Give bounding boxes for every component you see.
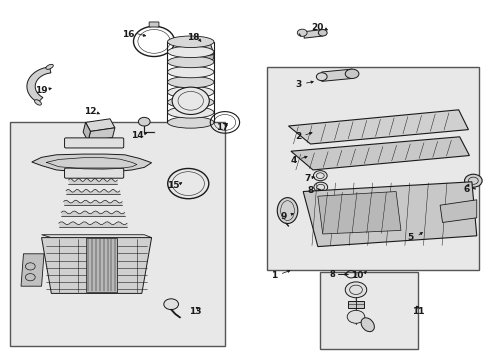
Text: 14: 14 [130, 131, 143, 140]
Polygon shape [83, 122, 90, 141]
Polygon shape [21, 254, 44, 286]
FancyBboxPatch shape [64, 168, 123, 178]
Text: 19: 19 [35, 86, 48, 95]
Circle shape [163, 299, 178, 310]
Polygon shape [190, 43, 214, 57]
Text: 2: 2 [295, 132, 301, 141]
Circle shape [172, 87, 209, 114]
FancyBboxPatch shape [149, 22, 159, 27]
Ellipse shape [167, 117, 214, 128]
Polygon shape [303, 182, 476, 247]
Ellipse shape [167, 36, 214, 48]
Bar [266, 67, 478, 270]
Ellipse shape [316, 73, 326, 81]
Ellipse shape [318, 30, 326, 36]
Circle shape [138, 117, 150, 126]
Text: 20: 20 [311, 23, 324, 32]
Polygon shape [88, 128, 115, 141]
Polygon shape [321, 69, 351, 81]
Ellipse shape [167, 107, 214, 118]
Text: 5: 5 [407, 233, 413, 242]
Ellipse shape [167, 96, 214, 108]
Ellipse shape [167, 86, 214, 98]
Polygon shape [32, 154, 151, 172]
Circle shape [345, 282, 366, 298]
Polygon shape [304, 30, 322, 38]
Text: 1: 1 [270, 271, 276, 280]
Polygon shape [41, 238, 151, 293]
Bar [320, 272, 417, 349]
Polygon shape [288, 110, 468, 144]
Polygon shape [347, 301, 363, 308]
Ellipse shape [167, 66, 214, 78]
Polygon shape [85, 119, 115, 131]
Text: 8: 8 [307, 186, 313, 195]
Ellipse shape [35, 100, 41, 105]
Text: 15: 15 [167, 181, 180, 190]
Ellipse shape [167, 56, 214, 68]
Polygon shape [41, 235, 151, 238]
Polygon shape [439, 200, 476, 222]
Ellipse shape [277, 198, 297, 224]
Text: 8: 8 [329, 270, 335, 279]
Circle shape [297, 29, 306, 36]
Text: 9: 9 [280, 212, 286, 220]
Polygon shape [27, 67, 51, 102]
Text: 13: 13 [189, 307, 202, 316]
Polygon shape [193, 55, 214, 61]
FancyBboxPatch shape [64, 138, 123, 148]
Polygon shape [290, 137, 468, 170]
Polygon shape [85, 238, 117, 292]
Text: 16: 16 [122, 30, 135, 39]
Text: 12: 12 [84, 107, 97, 116]
Circle shape [464, 174, 481, 187]
Text: 17: 17 [216, 123, 228, 132]
Text: 7: 7 [303, 174, 310, 183]
Ellipse shape [167, 46, 214, 58]
Text: 6: 6 [463, 185, 469, 194]
Text: 10: 10 [350, 271, 363, 280]
Circle shape [313, 182, 327, 192]
Ellipse shape [167, 76, 214, 88]
Circle shape [313, 171, 326, 181]
Text: 11: 11 [411, 307, 424, 316]
Polygon shape [317, 192, 400, 234]
Text: 3: 3 [295, 80, 301, 89]
Ellipse shape [360, 318, 374, 332]
Circle shape [346, 310, 364, 323]
Ellipse shape [46, 64, 53, 69]
Text: 4: 4 [289, 156, 296, 165]
Bar [10, 122, 224, 346]
Text: 18: 18 [186, 33, 199, 42]
Ellipse shape [345, 69, 358, 78]
